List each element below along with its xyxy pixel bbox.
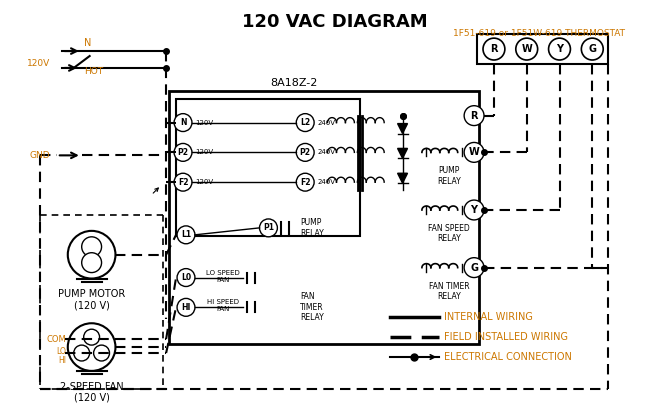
Text: R: R [470, 111, 478, 121]
Text: W: W [521, 44, 532, 54]
Text: COM: COM [46, 335, 66, 344]
Text: L0: L0 [181, 273, 191, 282]
Text: (120 V): (120 V) [74, 393, 110, 403]
Circle shape [464, 106, 484, 126]
Circle shape [296, 173, 314, 191]
Bar [477, 34, 608, 64]
Text: F2: F2 [300, 178, 310, 187]
Circle shape [82, 253, 102, 273]
Circle shape [82, 237, 102, 257]
Text: P2: P2 [178, 148, 188, 157]
Circle shape [296, 114, 314, 132]
Text: PUMP MOTOR: PUMP MOTOR [58, 290, 125, 300]
Text: HOT: HOT [84, 67, 103, 76]
Text: FAN TIMER
RELAY: FAN TIMER RELAY [429, 282, 470, 301]
Circle shape [516, 38, 537, 60]
Circle shape [177, 298, 195, 316]
Text: 240V: 240V [317, 119, 335, 126]
Text: FAN SPEED
RELAY: FAN SPEED RELAY [428, 224, 470, 243]
Text: 120V: 120V [195, 179, 213, 185]
Text: 120V: 120V [27, 59, 50, 68]
Text: N: N [84, 38, 91, 48]
Circle shape [84, 329, 100, 345]
Circle shape [464, 200, 484, 220]
Text: 120 VAC DIAGRAM: 120 VAC DIAGRAM [242, 13, 428, 31]
Text: G: G [588, 44, 596, 54]
Circle shape [174, 143, 192, 161]
Text: HI SPEED
FAN: HI SPEED FAN [207, 300, 239, 313]
Polygon shape [397, 148, 407, 158]
Text: GND: GND [29, 151, 50, 160]
Text: HI: HI [182, 303, 191, 312]
Text: 240V: 240V [317, 179, 335, 185]
Circle shape [74, 345, 90, 361]
Circle shape [177, 226, 195, 244]
Polygon shape [397, 173, 407, 183]
Circle shape [174, 114, 192, 132]
Circle shape [68, 231, 115, 279]
Text: LO: LO [56, 347, 66, 356]
Text: FAN
TIMER
RELAY: FAN TIMER RELAY [300, 292, 324, 322]
Text: ELECTRICAL CONNECTION: ELECTRICAL CONNECTION [444, 352, 572, 362]
Text: P1: P1 [263, 223, 274, 233]
Text: PUMP
RELAY: PUMP RELAY [438, 166, 461, 186]
Text: (120 V): (120 V) [74, 300, 110, 310]
Text: 1F51-619 or 1F51W-619 THERMOSTAT: 1F51-619 or 1F51W-619 THERMOSTAT [453, 29, 624, 38]
Text: Y: Y [556, 44, 563, 54]
Text: W: W [469, 147, 480, 158]
Text: 8A18Z-2: 8A18Z-2 [271, 78, 318, 88]
Text: FIELD INSTALLED WIRING: FIELD INSTALLED WIRING [444, 332, 568, 342]
Circle shape [464, 142, 484, 162]
Text: 240V: 240V [317, 150, 335, 155]
Circle shape [259, 219, 277, 237]
Text: L2: L2 [300, 118, 310, 127]
Text: G: G [470, 263, 478, 273]
Bar [169, 91, 479, 344]
Circle shape [483, 38, 505, 60]
Text: LO SPEED
FAN: LO SPEED FAN [206, 269, 240, 282]
Circle shape [582, 38, 603, 60]
Text: N: N [180, 118, 186, 127]
Circle shape [94, 345, 109, 361]
Text: P2: P2 [299, 148, 311, 157]
Text: R: R [490, 44, 498, 54]
Text: L1: L1 [181, 230, 191, 239]
Text: Y: Y [470, 205, 478, 215]
Text: INTERNAL WIRING: INTERNAL WIRING [444, 312, 533, 322]
Circle shape [174, 173, 192, 191]
Text: F2: F2 [178, 178, 188, 187]
Text: HI: HI [58, 357, 66, 365]
Circle shape [464, 258, 484, 277]
Text: 120V: 120V [195, 150, 213, 155]
Text: PUMP
RELAY: PUMP RELAY [300, 218, 324, 238]
Text: 120V: 120V [195, 119, 213, 126]
Bar [176, 99, 360, 236]
Text: 2-SPEED FAN: 2-SPEED FAN [60, 382, 123, 392]
Circle shape [549, 38, 570, 60]
Circle shape [68, 323, 115, 371]
Circle shape [296, 143, 314, 161]
Polygon shape [397, 124, 407, 134]
Circle shape [177, 269, 195, 287]
